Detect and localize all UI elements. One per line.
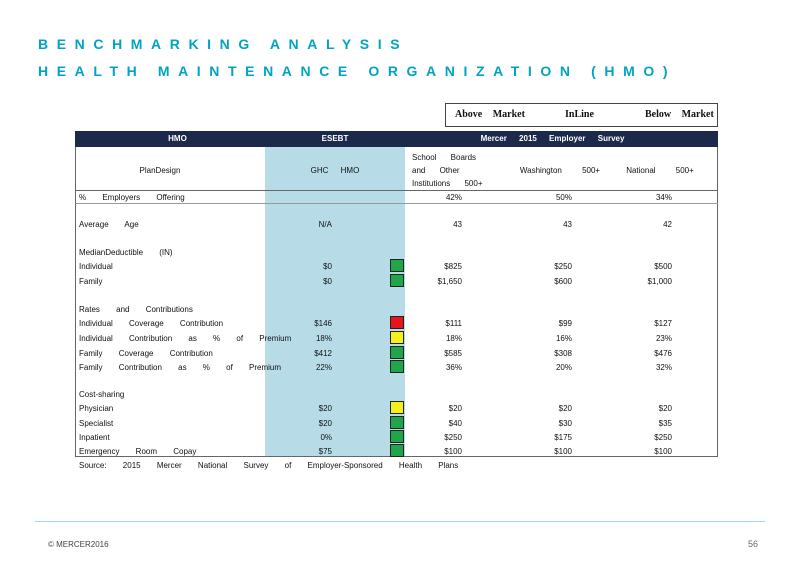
- cell: $127: [654, 319, 672, 328]
- copyright: © MERCER2016: [48, 540, 109, 549]
- cell: 20%: [555, 363, 572, 372]
- legend-label: Below Market: [645, 109, 714, 120]
- cell: $100: [554, 447, 572, 456]
- status-indicator: [390, 274, 404, 287]
- rule: [75, 190, 718, 191]
- cell: $585: [444, 349, 462, 358]
- footer-rule: [35, 521, 765, 522]
- cell: $175: [554, 433, 572, 442]
- cell: $250: [554, 262, 572, 271]
- cell: 23%: [655, 334, 672, 343]
- cell: $111: [445, 319, 462, 328]
- column-header: PlanDesign: [139, 166, 181, 175]
- column-header: Washington 500+: [519, 166, 601, 175]
- row-label: Individual Coverage Contribution: [79, 319, 224, 328]
- row-label: Inpatient: [79, 433, 110, 442]
- cell: $40: [448, 419, 462, 428]
- group-header: HMO: [168, 134, 187, 143]
- cell: $100: [654, 447, 672, 456]
- cell: 43: [563, 220, 572, 229]
- row-label: MedianDeductible (IN): [79, 248, 173, 257]
- highlight-column: [265, 147, 405, 457]
- status-indicator: [390, 316, 404, 329]
- title: BENCHMARKING ANALYSIS: [38, 36, 409, 52]
- row-label: Physician: [79, 404, 114, 413]
- cell: $20: [318, 404, 332, 413]
- group-header: ESEBT: [321, 134, 349, 143]
- title: HEALTH MAINTENANCE ORGANIZATION (HMO): [38, 63, 677, 79]
- cell: $1,650: [437, 277, 462, 286]
- cell: $35: [658, 419, 672, 428]
- status-indicator: [390, 401, 404, 414]
- status-indicator: [390, 360, 404, 373]
- row-label: Average Age: [79, 220, 139, 229]
- row-label: Rates and Contributions: [79, 305, 193, 314]
- row-label: Family Contribution as % of Premium: [79, 363, 282, 372]
- source: Source: 2015 Mercer National Survey of E…: [79, 461, 459, 470]
- cell: 22%: [315, 363, 332, 372]
- row-label: Family Coverage Contribution: [79, 349, 213, 358]
- status-indicator: [390, 430, 404, 443]
- cell: $0: [323, 262, 332, 271]
- cell: $1,000: [647, 277, 672, 286]
- cell: 42: [663, 220, 672, 229]
- legend-label: Above Market: [455, 109, 525, 120]
- cell: $146: [314, 319, 332, 328]
- status-indicator: [390, 346, 404, 359]
- status-indicator: [390, 444, 404, 457]
- cell: 50%: [555, 193, 572, 202]
- row-label: Family: [79, 277, 103, 286]
- cell: N/A: [318, 220, 332, 229]
- cell: 34%: [655, 193, 672, 202]
- cell: $412: [314, 349, 332, 358]
- row-label: Emergency Room Copay: [79, 447, 197, 456]
- cell: $250: [444, 433, 462, 442]
- cell: $308: [554, 349, 572, 358]
- row-label: Individual Contribution as % of Premium: [79, 334, 292, 343]
- cell: $476: [654, 349, 672, 358]
- cell: $0: [323, 277, 332, 286]
- status-indicator: [390, 259, 404, 272]
- group-header: Mercer 2015 Employer Survey: [480, 134, 625, 143]
- cell: $75: [318, 447, 332, 456]
- row-label: % Employers Offering: [79, 193, 185, 202]
- cell: $500: [654, 262, 672, 271]
- row-label: Cost-sharing: [79, 390, 125, 399]
- cell: 16%: [555, 334, 572, 343]
- cell: $600: [554, 277, 572, 286]
- cell: $20: [318, 419, 332, 428]
- cell: $20: [558, 404, 572, 413]
- cell: $20: [658, 404, 672, 413]
- cell: $250: [654, 433, 672, 442]
- cell: 0%: [320, 433, 332, 442]
- status-indicator: [390, 331, 404, 344]
- cell: 18%: [315, 334, 332, 343]
- cell: 43: [453, 220, 462, 229]
- page-number: 56: [748, 539, 759, 549]
- cell: 42%: [445, 193, 462, 202]
- cell: $99: [558, 319, 572, 328]
- row-label: Specialist: [79, 419, 114, 428]
- cell: $20: [448, 404, 462, 413]
- column-header: School Boards and Other Institutions 500…: [412, 153, 483, 188]
- row-label: Individual: [79, 262, 113, 271]
- legend-box: [445, 103, 718, 127]
- column-header: GHC HMO: [310, 166, 360, 175]
- table-header-bar: [75, 131, 718, 147]
- cell: 18%: [445, 334, 462, 343]
- cell: $825: [444, 262, 462, 271]
- cell: 32%: [655, 363, 672, 372]
- legend-label: InLine: [565, 109, 594, 120]
- column-header: National 500+: [626, 166, 694, 175]
- cell: 36%: [445, 363, 462, 372]
- cell: $30: [558, 419, 572, 428]
- rule: [75, 203, 718, 204]
- cell: $100: [444, 447, 462, 456]
- status-indicator: [390, 416, 404, 429]
